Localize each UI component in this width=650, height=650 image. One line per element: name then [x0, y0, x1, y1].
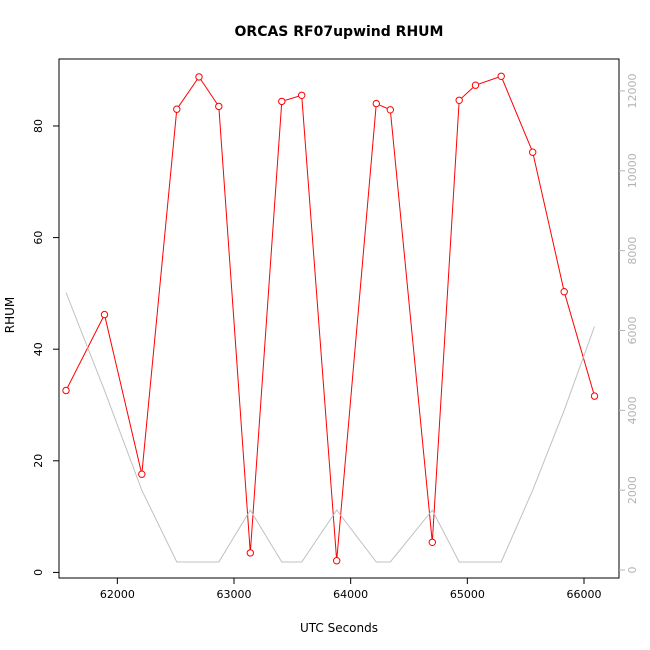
y2-tick-label: 6000 — [626, 316, 639, 344]
rhum-data-point — [278, 97, 286, 106]
rhum-data-point — [560, 288, 568, 296]
axes: 62000 63000 64000 65000 66000 0 20 40 60 80 0 2000 4… — [32, 73, 639, 601]
rhum-data-point — [298, 91, 306, 100]
y2-tick-label: 12000 — [626, 73, 639, 108]
x-tick-label: 66000 — [567, 588, 602, 601]
chart-title: ORCAS RF07upwind RHUM — [235, 24, 444, 40]
plot-frame — [58, 58, 620, 579]
x-tick-label: 62000 — [100, 588, 135, 601]
y2-tick-label: 0 — [626, 567, 639, 574]
y-tick-label: 60 — [32, 231, 45, 245]
rhum-data-point — [386, 106, 394, 114]
x-tick-label: 63000 — [217, 588, 252, 601]
rhum-data-point — [195, 73, 203, 81]
series-layer — [62, 72, 599, 565]
rhum-data-point — [372, 99, 380, 108]
rhum-data-point — [215, 102, 223, 111]
y-tick-label: 20 — [32, 454, 45, 468]
y-tick-label: 40 — [32, 342, 45, 356]
rhum-data-point — [428, 538, 436, 546]
rhum-data-point — [138, 470, 146, 478]
y2-tick-label: 2000 — [626, 476, 639, 504]
y2-tick-label: 8000 — [626, 237, 639, 265]
x-tick-label: 64000 — [333, 588, 368, 601]
rhum-data-point — [100, 310, 109, 319]
y-axis-label: RHUM — [3, 297, 17, 334]
rhum-data-point — [62, 386, 70, 395]
rhum-data-point — [529, 148, 537, 156]
rhum-series-line — [65, 75, 595, 561]
altitude-series-line — [65, 292, 595, 563]
y2-tick-label: 4000 — [626, 396, 639, 424]
x-tick-label: 65000 — [450, 588, 485, 601]
x-axis-label: UTC Seconds — [300, 621, 378, 635]
rhum-data-point — [246, 549, 255, 557]
y-tick-label: 80 — [32, 119, 45, 133]
rhum-data-point — [497, 72, 505, 81]
y2-tick-label: 10000 — [626, 153, 639, 188]
y-tick-label: 0 — [32, 569, 45, 576]
rhum-data-point — [455, 96, 463, 105]
rhum-data-point — [471, 81, 480, 89]
rhum-data-point — [590, 392, 599, 400]
rhum-data-point — [333, 557, 341, 565]
rhum-data-point — [173, 105, 181, 113]
